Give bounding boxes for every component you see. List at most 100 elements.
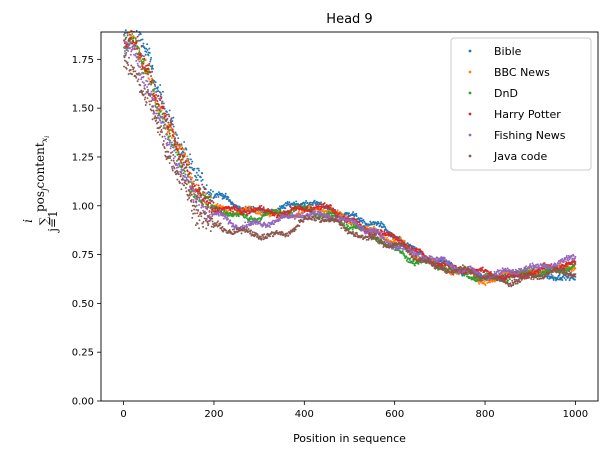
data-point — [130, 34, 133, 37]
data-point — [273, 223, 275, 226]
data-point — [529, 263, 532, 266]
data-point — [185, 176, 188, 179]
data-point — [136, 55, 139, 58]
data-point — [184, 161, 186, 164]
data-point — [250, 223, 253, 226]
data-point — [511, 273, 514, 275]
data-point — [503, 270, 506, 273]
data-point — [356, 223, 359, 226]
data-point — [574, 257, 576, 260]
data-point — [156, 87, 159, 90]
data-point — [508, 276, 511, 278]
data-point — [154, 85, 157, 87]
data-point — [507, 279, 510, 282]
data-point — [199, 200, 201, 203]
data-point — [564, 278, 567, 281]
data-point — [303, 205, 306, 208]
data-point — [124, 42, 126, 45]
data-point — [167, 138, 170, 141]
data-point — [148, 78, 151, 81]
data-point — [543, 270, 546, 273]
data-point — [156, 86, 159, 89]
data-point — [539, 267, 542, 270]
data-point — [508, 278, 511, 281]
data-point — [505, 277, 508, 280]
data-point — [146, 49, 149, 51]
data-point — [568, 279, 571, 282]
data-point — [448, 260, 451, 263]
data-point — [412, 252, 415, 255]
data-point — [183, 148, 186, 151]
data-point — [369, 220, 372, 223]
data-point — [442, 260, 445, 263]
data-point — [270, 210, 273, 213]
data-point — [127, 50, 130, 52]
data-point — [210, 200, 213, 203]
data-point — [379, 224, 382, 227]
data-point — [191, 176, 194, 179]
data-point — [171, 120, 174, 123]
data-point — [132, 34, 135, 37]
data-point — [149, 58, 152, 61]
data-point — [169, 124, 172, 127]
data-point — [284, 207, 287, 210]
data-point — [131, 33, 134, 35]
data-point — [186, 155, 189, 158]
data-point — [443, 257, 446, 259]
data-point — [297, 212, 300, 215]
data-point — [303, 210, 306, 213]
data-point — [325, 213, 327, 216]
data-point — [198, 198, 201, 201]
data-point — [408, 245, 411, 248]
data-point — [306, 206, 309, 209]
data-point — [156, 114, 159, 117]
data-point — [168, 143, 171, 146]
data-point — [159, 83, 162, 86]
data-point — [325, 207, 327, 210]
data-point — [314, 210, 317, 213]
data-point — [134, 52, 137, 55]
data-point — [276, 214, 279, 217]
data-point — [166, 113, 168, 116]
data-point — [388, 232, 391, 235]
data-point — [442, 264, 444, 267]
data-point — [189, 172, 191, 175]
data-point — [176, 141, 179, 144]
data-point — [405, 255, 408, 258]
data-point — [195, 204, 198, 207]
data-point — [197, 184, 200, 187]
data-point — [326, 213, 329, 216]
data-point — [303, 203, 306, 206]
data-point — [411, 249, 414, 252]
data-point — [129, 53, 132, 56]
data-point — [550, 262, 553, 265]
data-point — [422, 253, 425, 256]
data-point — [486, 270, 489, 273]
data-point — [215, 213, 218, 216]
data-point — [399, 247, 402, 250]
data-point — [186, 158, 189, 161]
data-point — [147, 77, 150, 80]
data-point — [161, 102, 163, 105]
data-point — [206, 208, 209, 211]
chart-title: Head 9 — [326, 12, 372, 27]
data-point — [151, 70, 154, 73]
data-point — [310, 205, 313, 207]
data-point — [344, 214, 347, 217]
data-point — [189, 158, 192, 161]
data-point — [253, 207, 256, 210]
data-point — [159, 99, 162, 102]
data-point — [461, 274, 464, 277]
data-point — [264, 226, 267, 229]
data-point — [138, 33, 140, 36]
data-point — [275, 212, 278, 215]
data-point — [146, 86, 149, 89]
data-point — [351, 228, 354, 231]
data-point — [479, 272, 482, 275]
data-point — [371, 223, 374, 226]
data-point — [141, 81, 144, 83]
data-point — [129, 38, 132, 41]
data-point — [125, 67, 128, 70]
data-point — [140, 62, 143, 65]
data-point — [196, 194, 199, 197]
